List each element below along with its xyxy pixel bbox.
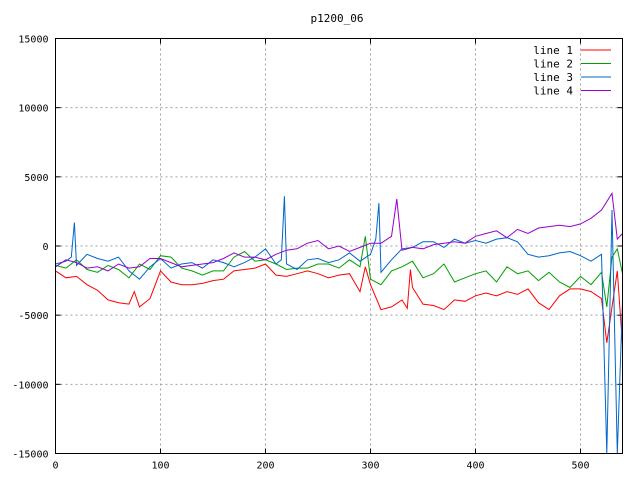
chart-title: p1200_06 — [311, 12, 364, 25]
plot-frame — [55, 38, 623, 454]
axis-ticks: 0 100 200 300 400 500 -15000 -10000 -5000 0 5000 10… — [12, 35, 623, 472]
x-tick-label: 200 — [256, 461, 274, 472]
y-tick-label: -15000 — [12, 450, 48, 461]
series-lines — [55, 191, 623, 454]
legend-label: line 4 — [533, 85, 573, 98]
x-tick-label: 100 — [151, 461, 169, 472]
x-tick-label: 300 — [361, 461, 379, 472]
series-line-1 — [55, 263, 623, 346]
x-tick-label: 0 — [52, 461, 58, 472]
y-tick-label: -5000 — [18, 311, 48, 322]
grid-lines — [55, 38, 623, 454]
legend-label: line 2 — [533, 58, 573, 71]
series-line-2 — [55, 236, 623, 307]
y-tick-label: 5000 — [24, 173, 48, 184]
series-line-3 — [55, 196, 623, 454]
y-tick-label: 10000 — [18, 104, 48, 115]
y-tick-label: 0 — [42, 242, 48, 253]
y-tick-label: 15000 — [18, 35, 48, 46]
legend-label: line 1 — [533, 44, 573, 57]
legend-label: line 3 — [533, 71, 573, 84]
x-tick-label: 500 — [571, 461, 589, 472]
x-tick-label: 400 — [466, 461, 484, 472]
y-tick-label: -10000 — [12, 380, 48, 391]
series-line-4 — [55, 191, 623, 272]
